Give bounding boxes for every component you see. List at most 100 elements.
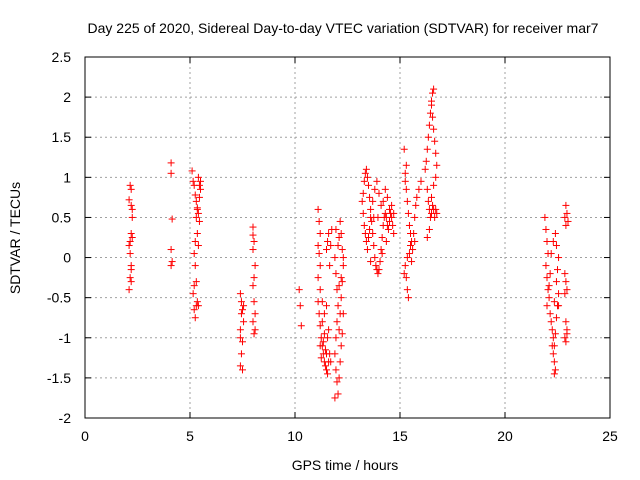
data-point [251, 262, 259, 270]
data-point [386, 205, 393, 213]
data-point [551, 229, 559, 237]
data-point [126, 238, 134, 246]
data-point [432, 149, 440, 157]
data-point [550, 358, 558, 366]
data-point [401, 177, 409, 185]
plot-frame [84, 56, 611, 419]
data-point [197, 185, 204, 193]
data-point [337, 274, 345, 282]
data-point [546, 310, 554, 318]
y-tick-label: 1.5 [52, 129, 72, 145]
data-point [367, 258, 375, 266]
data-point [366, 225, 374, 233]
data-point [316, 322, 324, 330]
data-point [127, 201, 135, 209]
data-point [167, 159, 175, 167]
data-point [194, 173, 202, 181]
data-point [338, 278, 346, 286]
data-point [316, 229, 324, 237]
grid-lines [85, 57, 610, 418]
data-point [542, 262, 550, 270]
data-point [401, 262, 409, 270]
data-point [550, 370, 558, 378]
data-point [324, 334, 332, 342]
data-point [563, 286, 571, 294]
axis-ticks: 0 5 10 15 20 25 2.5 2 1.5 1 0.5 0 -0.5 -1 -1.5 -2 [47, 49, 618, 444]
data-point [379, 197, 387, 205]
data-point [125, 196, 133, 204]
data-point [365, 181, 372, 189]
data-point [561, 270, 569, 278]
data-point [555, 302, 563, 310]
data-point [250, 274, 258, 282]
data-point [366, 193, 374, 201]
data-point [400, 270, 408, 278]
data-point [544, 286, 552, 294]
data-point [554, 266, 561, 274]
data-point [189, 290, 197, 298]
data-point [561, 213, 569, 221]
data-point [239, 306, 246, 314]
data-point [390, 209, 398, 217]
data-point [339, 262, 347, 270]
data-point [424, 133, 432, 141]
data-point [415, 185, 423, 193]
data-point [402, 161, 410, 169]
data-point [552, 314, 560, 322]
data-point [128, 213, 136, 221]
data-point [297, 322, 305, 330]
data-point [369, 197, 377, 205]
data-point [191, 314, 199, 322]
data-point [192, 278, 200, 286]
data-point [323, 246, 330, 254]
data-point [562, 201, 570, 209]
data-point [405, 221, 413, 229]
data-point [363, 246, 371, 254]
data-point [250, 238, 258, 246]
data-point [249, 223, 257, 231]
data-point [367, 205, 375, 213]
data-point [563, 209, 571, 217]
data-point [318, 318, 326, 326]
data-point [125, 242, 133, 250]
data-point [197, 177, 204, 185]
data-point [321, 362, 329, 370]
y-tick-label: -1.5 [47, 370, 71, 386]
data-point [431, 213, 439, 221]
data-point [425, 225, 433, 233]
data-point [549, 350, 557, 358]
data-point [404, 294, 412, 302]
data-point [316, 342, 324, 350]
data-point [324, 370, 332, 378]
data-point [334, 390, 342, 398]
data-point [403, 286, 411, 294]
data-point [249, 246, 257, 254]
data-point [296, 302, 304, 310]
data-point [370, 242, 378, 250]
data-point [168, 258, 176, 266]
x-tick-label: 15 [392, 428, 408, 444]
data-point [190, 306, 198, 314]
data-point [194, 209, 202, 217]
data-point [127, 229, 135, 237]
data-point [377, 201, 385, 209]
data-point [424, 197, 432, 205]
data-point [323, 302, 330, 310]
data-point [327, 358, 335, 366]
y-tick-label: 1 [63, 169, 71, 185]
data-point [194, 302, 202, 310]
data-point [295, 286, 303, 294]
data-point [250, 330, 258, 338]
data-point [338, 246, 346, 254]
data-point [545, 282, 553, 290]
data-point [402, 274, 410, 282]
data-point [337, 294, 345, 302]
data-point [236, 326, 244, 334]
data-point [382, 238, 390, 246]
data-point [237, 310, 245, 318]
y-axis-label: SDTVAR / TECUs [7, 182, 23, 294]
data-point [332, 270, 340, 278]
data-point [551, 330, 559, 338]
data-point [433, 209, 441, 217]
